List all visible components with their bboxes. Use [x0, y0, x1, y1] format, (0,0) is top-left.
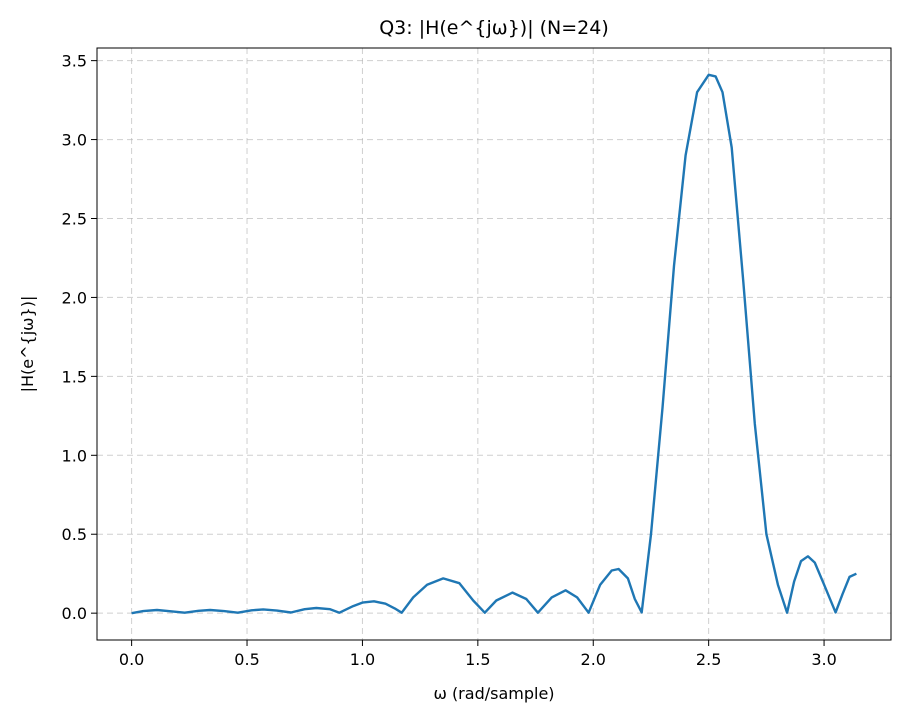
- y-tick-label: 0.0: [62, 604, 87, 623]
- grid: [97, 48, 891, 640]
- x-tick-label: 1.0: [350, 650, 375, 669]
- x-tick-label: 2.0: [581, 650, 606, 669]
- x-tick-label: 0.0: [119, 650, 144, 669]
- x-axis: 0.0 0.5 1.0 1.5 2.0 2.5 3.0: [119, 640, 837, 669]
- x-tick-label: 0.5: [234, 650, 259, 669]
- y-axis: 0.0 0.5 1.0 1.5 2.0 2.5 3.0 3.5: [62, 52, 97, 623]
- y-tick-label: 2.5: [62, 209, 87, 228]
- x-tick-label: 2.5: [696, 650, 721, 669]
- y-tick-label: 3.0: [62, 131, 87, 150]
- x-tick-label: 3.0: [811, 650, 836, 669]
- x-tick-label: 1.5: [465, 650, 490, 669]
- y-tick-label: 0.5: [62, 525, 87, 544]
- y-tick-label: 1.0: [62, 446, 87, 465]
- y-tick-label: 3.5: [62, 52, 87, 71]
- y-tick-label: 2.0: [62, 288, 87, 307]
- y-axis-label: |H(e^{jω})|: [18, 296, 37, 393]
- y-tick-label: 1.5: [62, 367, 87, 386]
- x-axis-label: ω (rad/sample): [433, 684, 554, 703]
- chart-title: Q3: |H(e^{jω})| (N=24): [379, 17, 609, 39]
- series-line: [131, 73, 857, 615]
- plot-frame: [96, 47, 892, 641]
- series-group: [131, 73, 857, 615]
